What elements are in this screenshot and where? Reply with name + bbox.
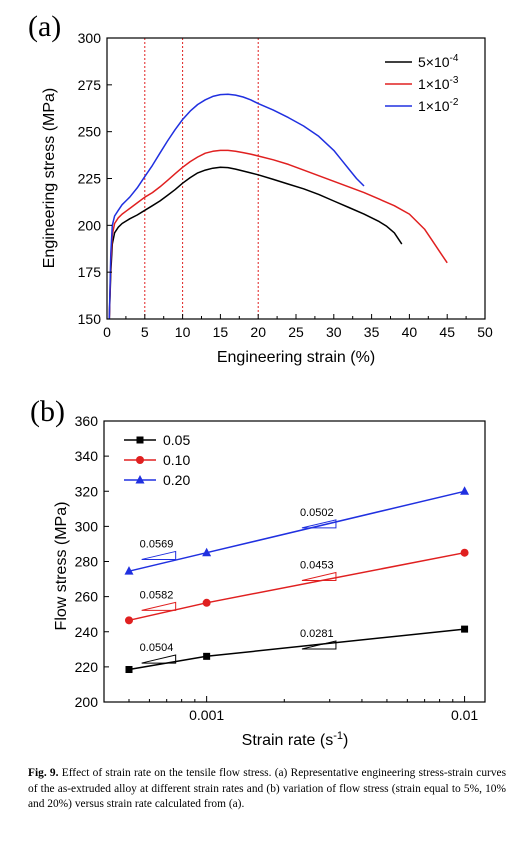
- y-tick-label: 260: [75, 589, 99, 605]
- series-line-0.05: [128, 628, 465, 671]
- y-tick-label: 220: [75, 659, 99, 675]
- x-tick-label: 40: [402, 324, 418, 340]
- data-point: [125, 666, 133, 674]
- figure: (a) 0 5 10 15 20 25 30 35 40 45 50 150 175 200 225 250…: [28, 10, 493, 749]
- stress-strain-curves: [108, 93, 448, 320]
- y-tick-label: 250: [78, 124, 102, 140]
- x-tick-label: 0.01: [451, 707, 478, 723]
- panel-b: (b) 0.0504 0.0582 0.0569 0.0281 0.0453 0.0502…: [30, 395, 486, 749]
- y-tick-label: 200: [78, 217, 102, 233]
- y-tick-label: 240: [75, 624, 99, 640]
- slope-triangle: [301, 571, 337, 582]
- strain-marker-lines: [144, 38, 259, 319]
- slope-label: 0.0502: [300, 507, 334, 519]
- legend-label: 0.20: [163, 472, 190, 488]
- y-axis-title-b: Flow stress (MPa): [53, 502, 70, 631]
- figure-caption: Fig. 9. Effect of strain rate on the ten…: [28, 766, 506, 813]
- x-tick-label: 10: [175, 324, 191, 340]
- plot-frame-b: [103, 420, 486, 703]
- legend-label: 5×10-4: [418, 53, 459, 70]
- y-tick-label: 320: [75, 483, 99, 499]
- y-tick-label: 360: [75, 413, 99, 429]
- y-tick-label: 225: [78, 171, 102, 187]
- data-point: [202, 547, 212, 557]
- y-tick-label: 300: [78, 30, 102, 46]
- series-line-0.10: [128, 551, 465, 622]
- x-tick-label: 25: [288, 324, 304, 340]
- data-point: [124, 616, 133, 625]
- slope-triangle: [301, 640, 337, 650]
- y-axis-title-a: Engineering stress (MPa): [41, 88, 58, 269]
- legend-a: 5×10-4 1×10-3 1×10-2: [385, 53, 459, 114]
- x-tick-label: 0: [103, 324, 111, 340]
- panel-a: (a) 0 5 10 15 20 25 30 35 40 45 50 150 175 200 225 250…: [28, 10, 493, 366]
- x-axis-title-a: Engineering strain (%): [217, 349, 375, 366]
- x-tick-label: 35: [364, 324, 380, 340]
- legend-marker: [136, 456, 144, 464]
- x-tick-label: 5: [141, 324, 149, 340]
- x-tick-label: 0.001: [189, 707, 224, 723]
- slope-triangle: [141, 550, 177, 560]
- data-point: [460, 486, 470, 495]
- legend-label: 0.10: [163, 452, 190, 468]
- y-tick-label: 340: [75, 448, 99, 464]
- series-line-2: [108, 149, 448, 320]
- y-axis-ticks-a: 150 175 200 225 250 275 300: [78, 30, 112, 327]
- y-tick-label: 175: [78, 264, 102, 280]
- legend-label: 0.05: [163, 432, 190, 448]
- slope-label: 0.0453: [300, 560, 334, 572]
- legend-label: 1×10-3: [418, 75, 459, 92]
- data-point: [202, 598, 211, 607]
- slope-label: 0.0569: [140, 538, 174, 550]
- series-line-0.20: [128, 490, 465, 572]
- legend-label: 1×10-2: [418, 97, 459, 114]
- y-tick-label: 150: [78, 311, 102, 327]
- data-point: [203, 652, 211, 660]
- x-tick-label: 45: [439, 324, 455, 340]
- x-axis-ticks-b: 0.001 0.01: [128, 696, 478, 723]
- slope-triangle: [301, 519, 337, 529]
- x-tick-label: 30: [326, 324, 342, 340]
- data-point: [124, 566, 134, 575]
- flow-stress-series: [124, 486, 470, 674]
- slope-label: 0.0281: [300, 628, 334, 640]
- slope-triangle: [141, 654, 177, 664]
- x-tick-label: 20: [250, 324, 266, 340]
- data-point: [461, 625, 469, 633]
- x-axis-title-b: Strain rate (s-1): [242, 730, 349, 749]
- x-axis-ticks-a: 0 5 10 15 20 25 30 35 40 45 50: [103, 314, 493, 340]
- caption-text: Effect of strain rate on the tensile flo…: [28, 767, 507, 811]
- x-tick-label: 50: [477, 324, 493, 340]
- series-line-3: [108, 93, 365, 320]
- series-line-1: [108, 166, 403, 320]
- slope-annotations: 0.0504 0.0582 0.0569 0.0281 0.0453 0.0502: [140, 507, 337, 664]
- slope-label: 0.0504: [140, 642, 174, 654]
- legend-b: 0.05 0.10 0.20: [124, 432, 190, 488]
- panel-a-label: (a): [28, 10, 61, 43]
- slope-label: 0.0582: [140, 589, 174, 601]
- y-axis-ticks-b: 200 220 240 260 280 300 320 340 360: [75, 413, 109, 710]
- y-tick-label: 200: [75, 694, 99, 710]
- legend-marker: [136, 436, 144, 444]
- y-tick-label: 300: [75, 518, 99, 534]
- slope-triangle: [141, 601, 177, 611]
- x-tick-label: 15: [213, 324, 229, 340]
- panel-b-label: (b): [30, 395, 65, 428]
- legend-marker: [135, 475, 145, 484]
- y-tick-label: 275: [78, 77, 102, 93]
- caption-prefix: Fig. 9.: [28, 767, 59, 779]
- data-point: [460, 548, 469, 557]
- y-tick-label: 280: [75, 554, 99, 570]
